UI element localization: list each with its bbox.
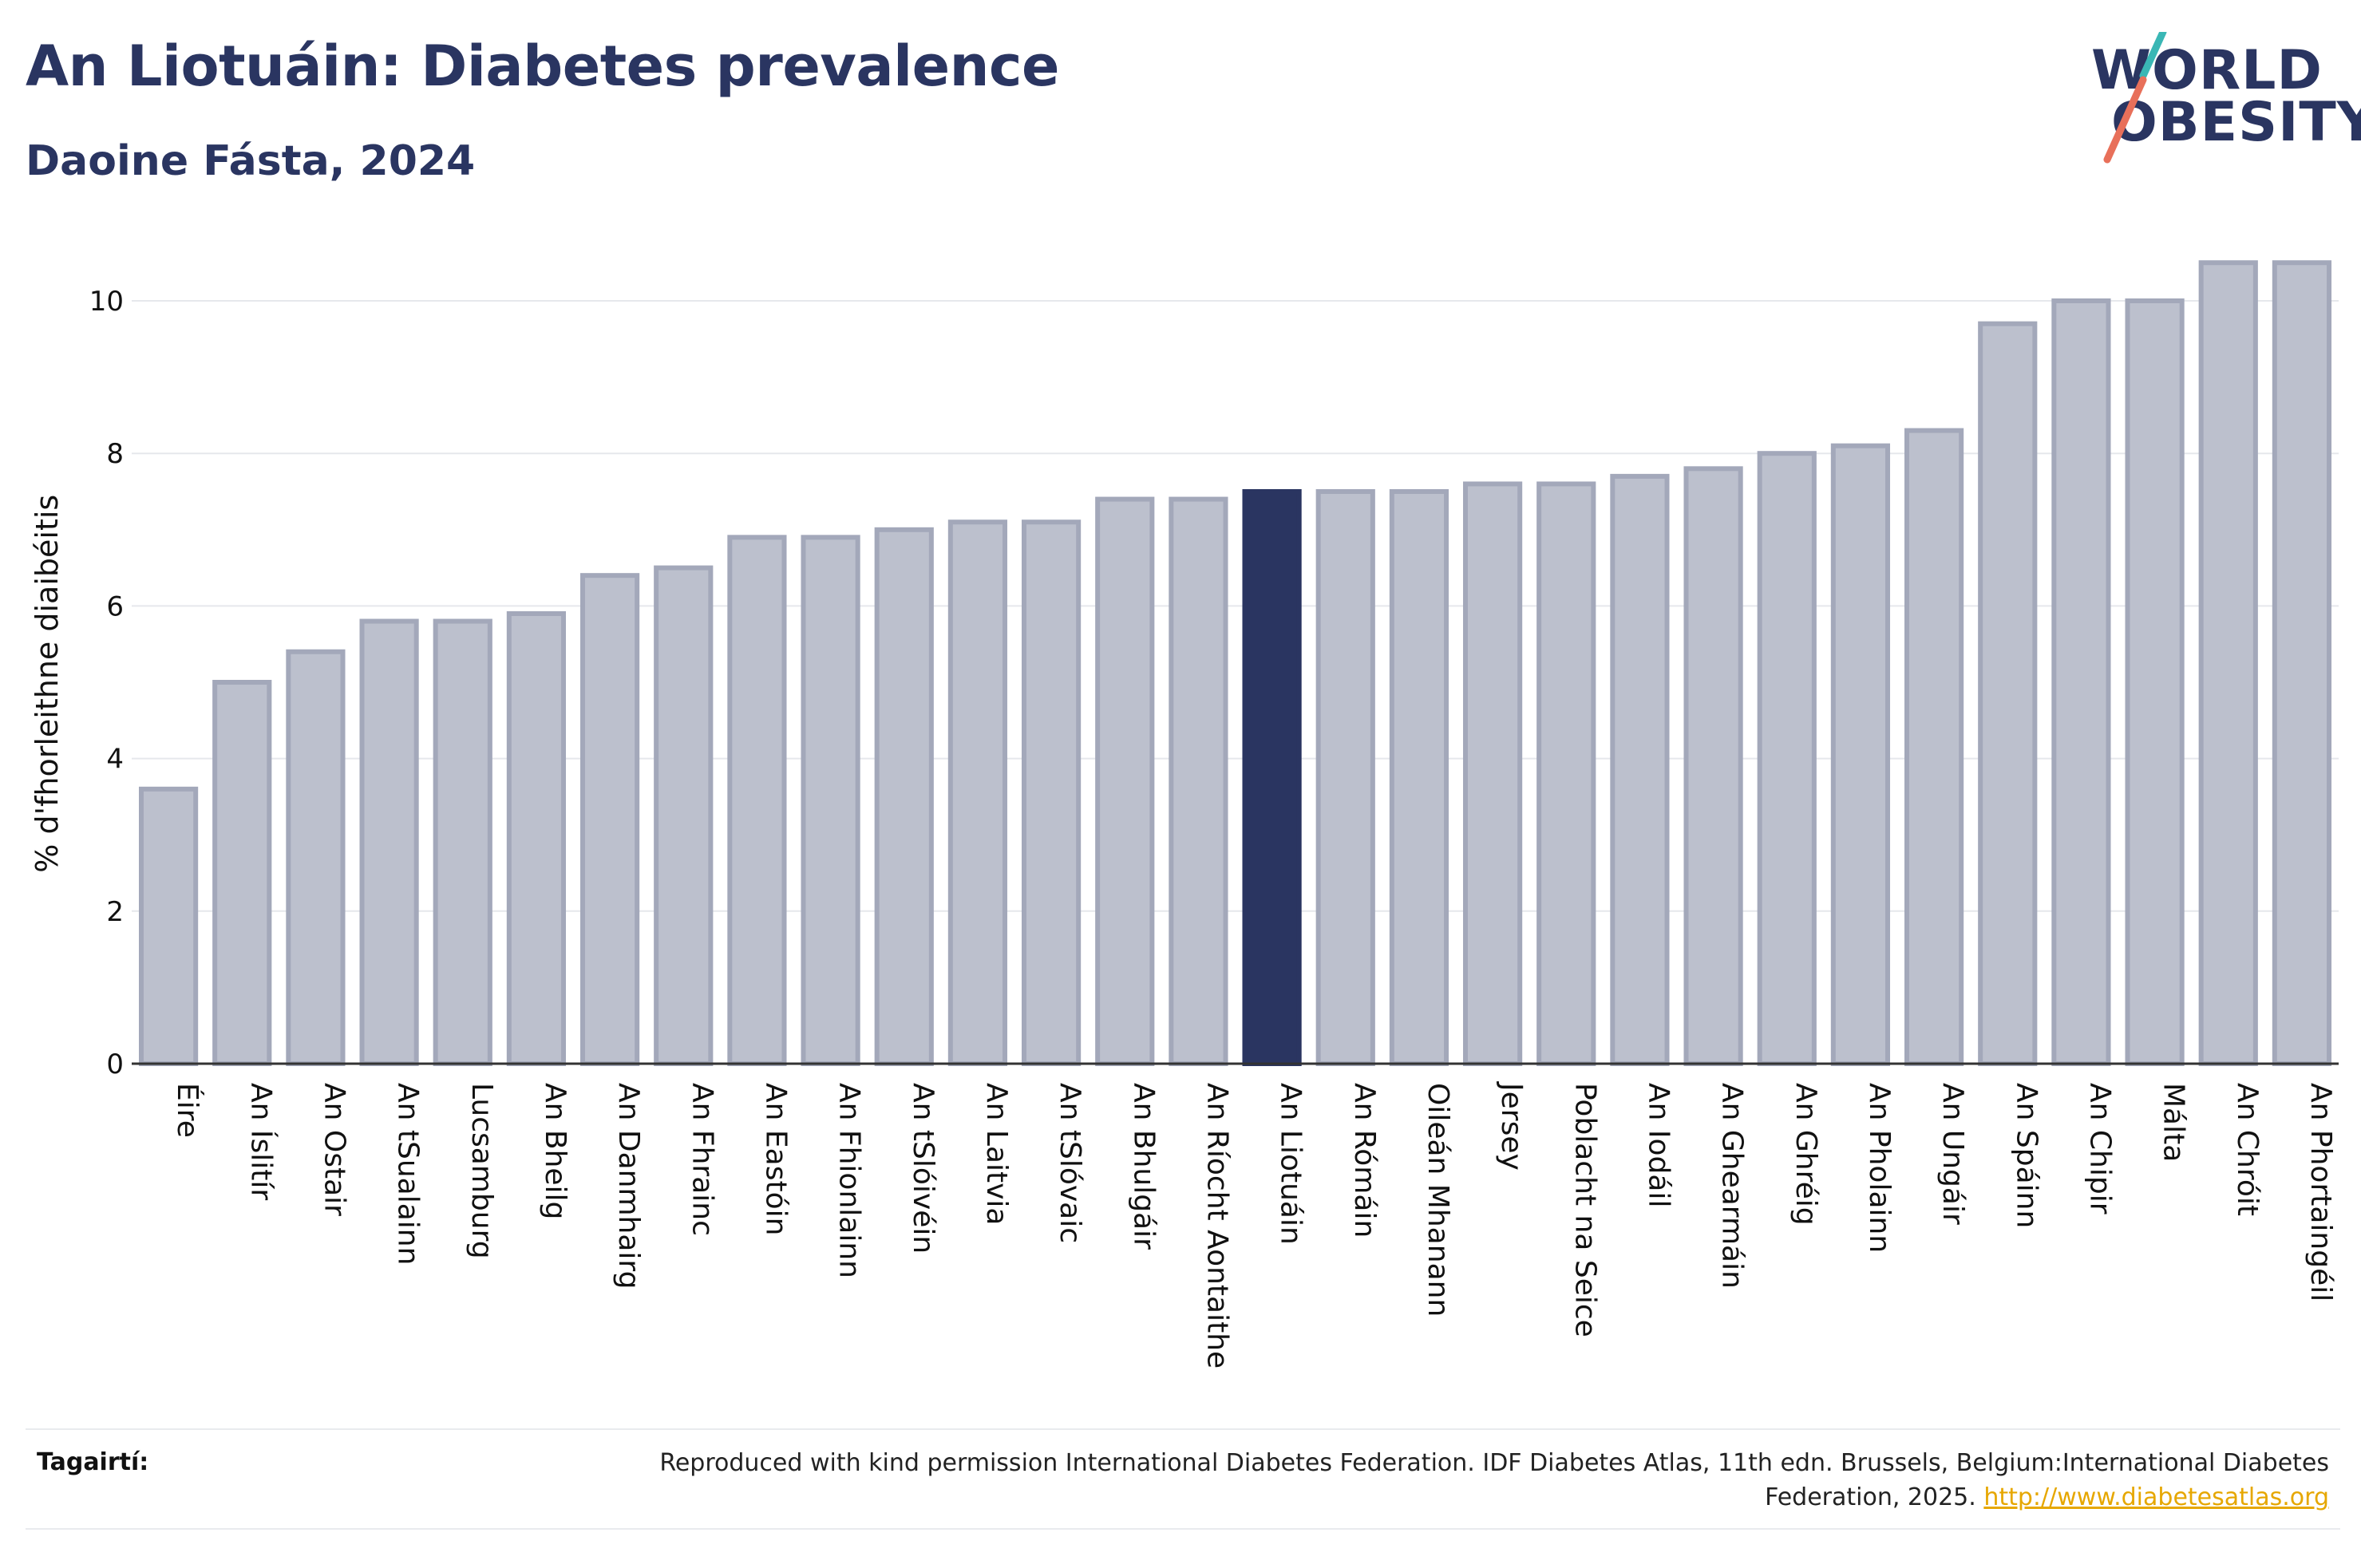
bar (727, 535, 787, 1066)
x-tick-label: An tSualainn (392, 1083, 425, 1265)
x-tick-label: An Iodáil (1642, 1083, 1675, 1207)
bar (947, 519, 1008, 1066)
x-tick-label: An Liotuáin (1275, 1083, 1307, 1245)
x-tick-label: An Ostair (318, 1083, 350, 1216)
bar (1610, 473, 1670, 1066)
x-tick-label: An Chróit (2231, 1083, 2264, 1216)
x-tick-label: An Fhrainc (686, 1083, 718, 1236)
reference-divider-bottom (26, 1528, 2340, 1530)
x-tick-label: An Chipir (2083, 1083, 2116, 1215)
x-tick-label: Éire (171, 1083, 204, 1138)
bar (654, 565, 714, 1066)
references-label: Tagairtí: (37, 1448, 149, 1476)
world-obesity-logo: WORLD OBESITY (2083, 32, 2361, 172)
references-text: Reproduced with kind permission Internat… (653, 1446, 2329, 1515)
bar (874, 527, 934, 1066)
chart-title: An Liotuáin: Diabetes prevalence (26, 34, 1059, 99)
references-citation: Reproduced with kind permission Internat… (659, 1449, 2329, 1511)
logo-line-2: OBESITY (2111, 91, 2361, 154)
bar (1462, 481, 1523, 1066)
bar (1242, 489, 1302, 1066)
bar (2125, 298, 2185, 1066)
bar (1830, 443, 1891, 1066)
x-tick-label: An Spáinn (2010, 1083, 2043, 1228)
bar (2272, 260, 2332, 1066)
x-tick-label: An Ríocht Aontaithe (1200, 1083, 1233, 1369)
bar (579, 573, 640, 1066)
x-tick-label: An tSlóivéin (907, 1083, 939, 1254)
x-tick-label: An tSlóvaic (1054, 1083, 1086, 1243)
bar (1095, 496, 1155, 1066)
x-tick-label: An Danmhairg (612, 1083, 645, 1289)
bar (433, 618, 492, 1066)
x-tick-label: An Rómáin (1348, 1083, 1381, 1238)
x-tick-label: An Bhulgáir (1127, 1083, 1160, 1250)
bar (359, 618, 419, 1066)
y-tick-label: 0 (106, 1049, 124, 1080)
x-tick-label: Poblacht na Seice (1568, 1083, 1601, 1337)
x-tick-label: An Ungáir (1936, 1083, 1969, 1225)
reference-divider-top (26, 1428, 2340, 1430)
bar (1904, 428, 1964, 1066)
chart-subtitle: Daoine Fásta, 2024 (26, 137, 476, 185)
x-tick-label: An Ghearmáin (1716, 1083, 1749, 1289)
bar (212, 680, 272, 1066)
x-tick-label: An Phortaingéil (2304, 1083, 2337, 1301)
bar (1683, 466, 1743, 1066)
bar (1389, 489, 1449, 1066)
bar (506, 610, 567, 1066)
y-tick-label: 2 (106, 896, 124, 928)
x-tick-label: An Ghréig (1790, 1083, 1822, 1226)
logo-slash-icon (2103, 32, 2167, 164)
bar (1315, 489, 1375, 1066)
bar (1169, 496, 1228, 1066)
x-tick-label: An Fhionlainn (833, 1083, 866, 1278)
bar (2051, 298, 2111, 1066)
x-tick-label: Jersey (1495, 1081, 1528, 1171)
bar (2198, 260, 2258, 1066)
x-tick-label: An Laitvia (980, 1083, 1013, 1226)
bar (1757, 451, 1817, 1066)
y-tick-label: 8 (106, 438, 124, 470)
y-tick-label: 4 (106, 744, 124, 776)
x-tick-label: Málta (2157, 1083, 2190, 1162)
bar (1021, 519, 1082, 1066)
x-tick-label: An Pholainn (1863, 1083, 1896, 1253)
x-tick-label: An Íslitír (244, 1083, 278, 1200)
diabetes-atlas-link[interactable]: http://www.diabetesatlas.org (1983, 1483, 2329, 1511)
logo-line-1: WORLD (2091, 39, 2323, 102)
bar-chart: 0 2 4 6 8 10 % d'fhorleithne diaibéitis Éire An … (30, 260, 2339, 1369)
y-tick-label: 10 (89, 286, 124, 318)
bar (1978, 321, 2038, 1066)
bar (1536, 481, 1596, 1066)
bar (286, 649, 346, 1066)
bar (138, 786, 199, 1067)
y-axis-label: % d'fhorleithne diaibéitis (30, 495, 65, 873)
x-tick-label: An Bheilg (539, 1083, 571, 1219)
y-tick-label: 6 (106, 590, 124, 622)
bar (801, 535, 860, 1066)
x-tick-label: Oileán Mhanann (1422, 1083, 1454, 1317)
x-tick-label: Lucsamburg (465, 1083, 498, 1259)
x-tick-label: An Eastóin (759, 1083, 792, 1235)
